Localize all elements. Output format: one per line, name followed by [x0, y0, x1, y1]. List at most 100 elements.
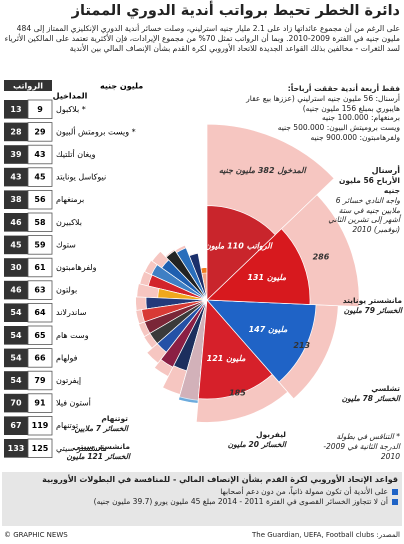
income-cell [27, 415, 53, 436]
wages-wedge [206, 228, 311, 305]
income-cell [27, 325, 53, 346]
wages-cell [4, 235, 28, 255]
liverpool-note: ليفربول الخسائر 20 مليون [206, 430, 286, 450]
annotation: الخسائر 78 مليون [341, 393, 400, 403]
wages-value: 54 [10, 331, 22, 340]
income-value: 119 [32, 421, 49, 430]
club-name: ساندرلاند [56, 308, 87, 317]
income-cell [27, 212, 53, 233]
value-label: 286 [313, 253, 330, 262]
club-name: ليفربول [256, 430, 286, 439]
arsenal-note: أرسنال الأرباح 56 مليون جنيه واجه النادي… [326, 166, 400, 235]
income-value: 91 [34, 399, 46, 408]
income-value: 79 [34, 376, 46, 385]
wages-value: 54 [10, 353, 22, 362]
annotation: الخسائر 7 ملايين [74, 423, 128, 433]
club-name: ويغان أتلتيك [56, 149, 96, 159]
club-name: مانشستر سيتي [56, 444, 107, 453]
wages-value: 13 [10, 105, 21, 114]
wages-value: 45 [10, 240, 22, 249]
club-name: أرسنال [371, 166, 400, 175]
mancity-note: مانشستر سيتي الخسائر 121 مليون [56, 442, 130, 462]
profit-item: ولفرهامبتون: 900.000 جنيه [310, 132, 400, 142]
wages-value: 43 [10, 173, 21, 182]
rule-item: على الأندية أن تكون ممولة ذاتياً، من دون… [6, 487, 398, 497]
bullet [392, 499, 398, 506]
income-value: 43 [34, 150, 45, 159]
wages-value: 46 [10, 218, 22, 227]
wages-value: 54 [10, 308, 22, 317]
wages-value: 30 [10, 263, 22, 272]
income-cell [27, 280, 53, 300]
column-header: الرواتب [13, 82, 43, 91]
source: المصدر: The Guardian, UEFA, Football clu… [252, 531, 400, 539]
wages-value: 54 [10, 376, 22, 385]
chelsea-note: تشلسي الخسائر 78 مليون [310, 384, 400, 404]
income-value: 29 [34, 127, 46, 136]
manutd-note: مانشستر يونايتد الخسائر 79 مليون [342, 296, 402, 316]
tottenham-note: توتنهام الخسائر 7 ملايين [62, 414, 128, 434]
income-value: 61 [34, 263, 46, 272]
club-name: فولهام [56, 353, 78, 362]
value-label: 213 [293, 341, 310, 350]
income-cell [27, 235, 53, 255]
income-cell [27, 257, 53, 278]
annotation: الخسائر 20 مليون [227, 439, 286, 449]
annotation: واجه النادي خسائر 6 ملايين جنيه في ستة أ… [328, 195, 400, 235]
annotation: الأرباح 56 مليون جنيه [338, 176, 400, 196]
club-name: بلاكبيرن [56, 218, 82, 227]
wages-cell [4, 326, 28, 345]
profits-box: فقط أربعة أندية حققت أرباحاً: أرسنال: 56… [232, 84, 400, 143]
rules-title: قواعد الإتحاد الأوروبي لكرة القدم بشأن ا… [42, 475, 398, 484]
club-name: نيوكاسل يونايتد [56, 173, 106, 182]
income-cell [27, 393, 53, 413]
profit-item: ويست بروميتش البيون: 500.000 جنيه [277, 123, 400, 132]
wages-cell [4, 167, 28, 187]
club-name: ولفرهامبتون [56, 263, 97, 272]
annotation: الخسائر 121 مليون [66, 451, 130, 461]
wages-cell [4, 145, 28, 164]
income-value: 66 [34, 353, 46, 362]
wages-cell [4, 258, 28, 277]
profit-item: أرسنال: 56 مليون جنيه استرليني (عززها بي… [246, 93, 400, 113]
intro: على الرغم من أن مجموع عائداتها زاد على 2… [4, 24, 400, 53]
income-value: 58 [34, 218, 46, 227]
wages-cell [4, 190, 28, 209]
wages-wedge [206, 205, 276, 301]
income-cell [27, 122, 53, 142]
club-name: مانشستر يونايتد [342, 296, 402, 305]
header-cell [4, 80, 52, 91]
income-cell [27, 189, 53, 210]
wages-value: 133 [8, 444, 25, 453]
income-value: 65 [34, 331, 46, 340]
wages-cell [4, 439, 28, 458]
club-name: توتنهام [101, 414, 128, 423]
value-label: 185 [229, 389, 246, 398]
value-label: 131 مليون [247, 273, 287, 283]
value-label: 121 مليون [207, 354, 247, 364]
wages-cell [4, 416, 28, 435]
club-name: توتنهام [56, 421, 78, 430]
income-cell [27, 348, 53, 368]
wages-cell [4, 280, 28, 300]
bullet [392, 489, 398, 496]
wages-value: 28 [10, 127, 22, 136]
wages-value: 67 [10, 421, 21, 430]
wages-value: 39 [10, 150, 22, 159]
club-name: ستوك [56, 240, 76, 249]
income-cell [27, 99, 53, 120]
column-header: المداخيل [53, 92, 88, 101]
wages-value: 46 [10, 286, 22, 295]
rule-item: أن لا تتجاوز الخسائر القصوى في الفترة 20… [6, 497, 398, 507]
wages-wedge [206, 299, 317, 383]
profits-title: فقط أربعة أندية حققت أرباحاً: [287, 84, 400, 93]
income-value: 9 [37, 105, 43, 114]
wages-cell [4, 393, 28, 413]
wages-value: 70 [10, 399, 22, 408]
income-cell [27, 370, 53, 391]
club-name: تشلسي [371, 384, 400, 393]
rule-text: على الأندية أن تكون ممولة ذاتياً، من دون… [220, 487, 388, 497]
club-name: إيفرتون [56, 376, 81, 386]
